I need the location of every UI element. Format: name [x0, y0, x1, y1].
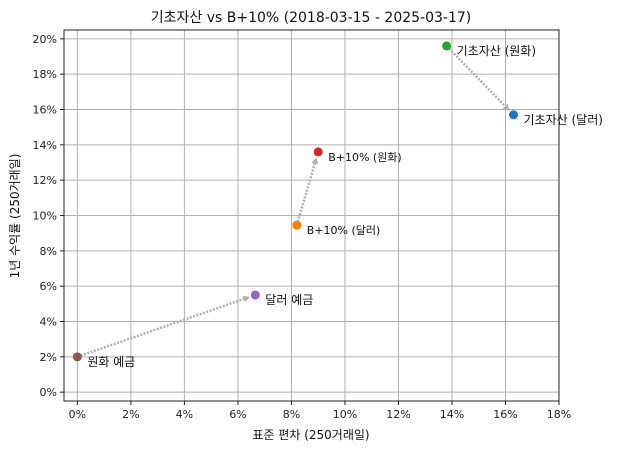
y-axis-title: 1년 수익률 (250거래일) [8, 154, 22, 279]
x-tick-label: 12% [386, 408, 410, 421]
point-label: 원화 예금 [87, 355, 135, 369]
arrow-shaft [295, 157, 318, 226]
y-tick-label: 0% [40, 386, 57, 399]
x-axis: 0% 2% 4% 6% 8% 10% 12% 14% 16% 18% [69, 401, 571, 421]
y-tick-label: 12% [33, 174, 57, 187]
data-point [292, 220, 302, 230]
x-axis-title: 표준 편차 (250거래일) [252, 428, 369, 442]
arrow [76, 295, 251, 359]
arrow-shaft [76, 295, 251, 359]
point-label: 기초자산 (원화) [457, 44, 536, 58]
data-point [250, 290, 260, 300]
x-tick-label: 6% [229, 408, 246, 421]
y-tick-label: 6% [40, 280, 57, 293]
data-point [509, 110, 519, 120]
x-tick-label: 2% [122, 408, 139, 421]
arrow-shaft [445, 45, 511, 112]
point-label: 달러 예금 [265, 293, 313, 307]
arrow-head [502, 103, 510, 111]
y-axis: 0% 2% 4% 6% 8% 10% 12% 14% 16% 18% 20% [33, 33, 64, 399]
x-tick-label: 4% [176, 408, 193, 421]
x-tick-label: 0% [69, 408, 86, 421]
arrow-head [311, 157, 319, 165]
y-tick-label: 18% [33, 68, 57, 81]
y-tick-label: 8% [40, 245, 57, 258]
y-tick-label: 16% [33, 104, 57, 117]
x-tick-label: 8% [283, 408, 300, 421]
x-tick-label: 18% [547, 408, 571, 421]
point-label: B+10% (원화) [328, 151, 402, 164]
arrows [76, 45, 511, 359]
arrow-head [242, 295, 250, 303]
y-tick-label: 10% [33, 210, 57, 223]
data-point [313, 147, 323, 157]
point-label: B+10% (달러) [307, 224, 381, 237]
chart-title: 기초자산 vs B+10% (2018-03-15 - 2025-03-17) [151, 10, 472, 26]
x-tick-label: 14% [440, 408, 464, 421]
y-tick-label: 2% [40, 351, 57, 364]
data-points: 원화 예금 달러 예금 B+10% (달러) B+10% (원화) 기초자산 (원화) 기… [72, 41, 603, 369]
point-label: 기초자산 (달러) [524, 113, 603, 127]
y-tick-label: 4% [40, 316, 57, 329]
data-point [72, 352, 82, 362]
data-point [442, 41, 452, 51]
y-tick-label: 20% [33, 33, 57, 46]
y-tick-label: 14% [33, 139, 57, 152]
x-tick-label: 16% [493, 408, 517, 421]
x-tick-label: 10% [333, 408, 357, 421]
arrow [445, 45, 511, 112]
arrow [295, 157, 319, 226]
